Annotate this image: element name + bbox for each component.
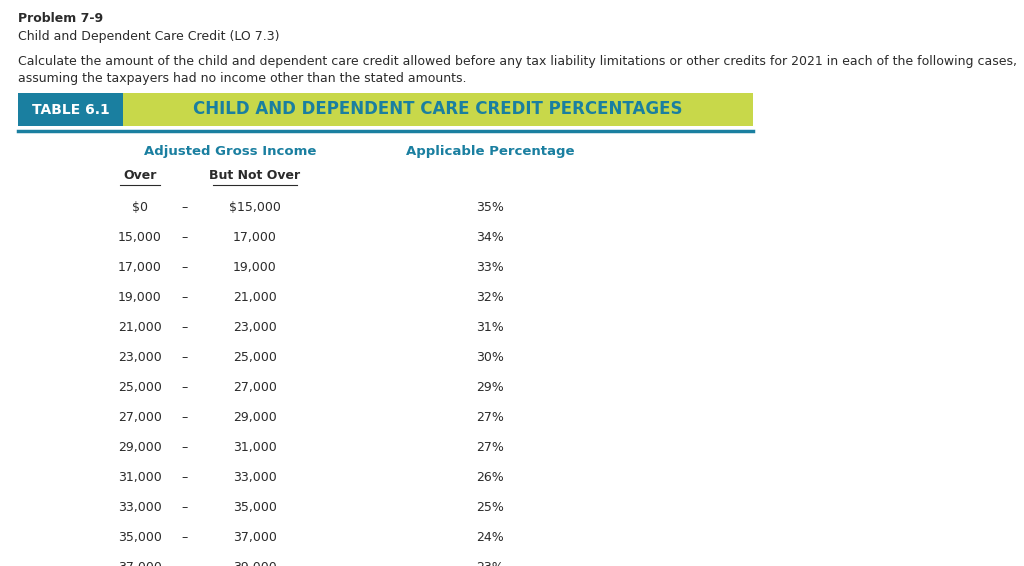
Text: –: – — [182, 291, 188, 304]
Text: 17,000: 17,000 — [118, 261, 162, 274]
Text: –: – — [182, 261, 188, 274]
Text: 24%: 24% — [476, 531, 504, 544]
Text: $0: $0 — [132, 201, 148, 214]
Text: –: – — [182, 351, 188, 364]
Text: Calculate the amount of the child and dependent care credit allowed before any t: Calculate the amount of the child and de… — [18, 55, 1017, 68]
Text: 39,000: 39,000 — [233, 561, 276, 566]
Text: –: – — [182, 411, 188, 424]
Text: 23,000: 23,000 — [233, 321, 276, 334]
Text: –: – — [182, 501, 188, 514]
Text: 31,000: 31,000 — [233, 441, 276, 454]
Text: –: – — [182, 561, 188, 566]
Text: 23%: 23% — [476, 561, 504, 566]
Text: 30%: 30% — [476, 351, 504, 364]
Text: –: – — [182, 441, 188, 454]
Text: 27,000: 27,000 — [233, 381, 276, 394]
Text: 33,000: 33,000 — [233, 471, 276, 484]
Text: 29,000: 29,000 — [118, 441, 162, 454]
Text: 19,000: 19,000 — [233, 261, 276, 274]
Text: 34%: 34% — [476, 231, 504, 244]
Text: 25,000: 25,000 — [118, 381, 162, 394]
Text: 21,000: 21,000 — [233, 291, 276, 304]
Text: 37,000: 37,000 — [233, 531, 276, 544]
Text: –: – — [182, 531, 188, 544]
Text: 27%: 27% — [476, 411, 504, 424]
Text: Over: Over — [123, 169, 157, 182]
Text: 33,000: 33,000 — [118, 501, 162, 514]
Text: –: – — [182, 471, 188, 484]
Text: assuming the taxpayers had no income other than the stated amounts.: assuming the taxpayers had no income oth… — [18, 72, 467, 85]
Bar — [18, 93, 123, 126]
Text: Applicable Percentage: Applicable Percentage — [406, 145, 574, 158]
Text: 29,000: 29,000 — [233, 411, 276, 424]
Text: –: – — [182, 231, 188, 244]
Text: CHILD AND DEPENDENT CARE CREDIT PERCENTAGES: CHILD AND DEPENDENT CARE CREDIT PERCENTA… — [194, 101, 683, 118]
Text: 27%: 27% — [476, 441, 504, 454]
Text: 35,000: 35,000 — [233, 501, 276, 514]
Text: $15,000: $15,000 — [229, 201, 281, 214]
Text: 31%: 31% — [476, 321, 504, 334]
Text: 26%: 26% — [476, 471, 504, 484]
Text: 17,000: 17,000 — [233, 231, 276, 244]
Bar — [123, 93, 753, 126]
Text: 19,000: 19,000 — [118, 291, 162, 304]
Text: 32%: 32% — [476, 291, 504, 304]
Text: Adjusted Gross Income: Adjusted Gross Income — [143, 145, 316, 158]
Text: 27,000: 27,000 — [118, 411, 162, 424]
Text: Child and Dependent Care Credit (LO 7.3): Child and Dependent Care Credit (LO 7.3) — [18, 30, 280, 43]
Text: 23,000: 23,000 — [118, 351, 162, 364]
Text: 35%: 35% — [476, 201, 504, 214]
Text: 37,000: 37,000 — [118, 561, 162, 566]
Text: 15,000: 15,000 — [118, 231, 162, 244]
Text: TABLE 6.1: TABLE 6.1 — [32, 102, 110, 117]
Text: Problem 7-9: Problem 7-9 — [18, 12, 103, 25]
Text: 21,000: 21,000 — [118, 321, 162, 334]
Text: 33%: 33% — [476, 261, 504, 274]
Text: 31,000: 31,000 — [118, 471, 162, 484]
Text: 29%: 29% — [476, 381, 504, 394]
Text: –: – — [182, 381, 188, 394]
Text: 25%: 25% — [476, 501, 504, 514]
Text: But Not Over: But Not Over — [210, 169, 301, 182]
Text: –: – — [182, 321, 188, 334]
Text: 25,000: 25,000 — [233, 351, 276, 364]
Text: 35,000: 35,000 — [118, 531, 162, 544]
Text: –: – — [182, 201, 188, 214]
